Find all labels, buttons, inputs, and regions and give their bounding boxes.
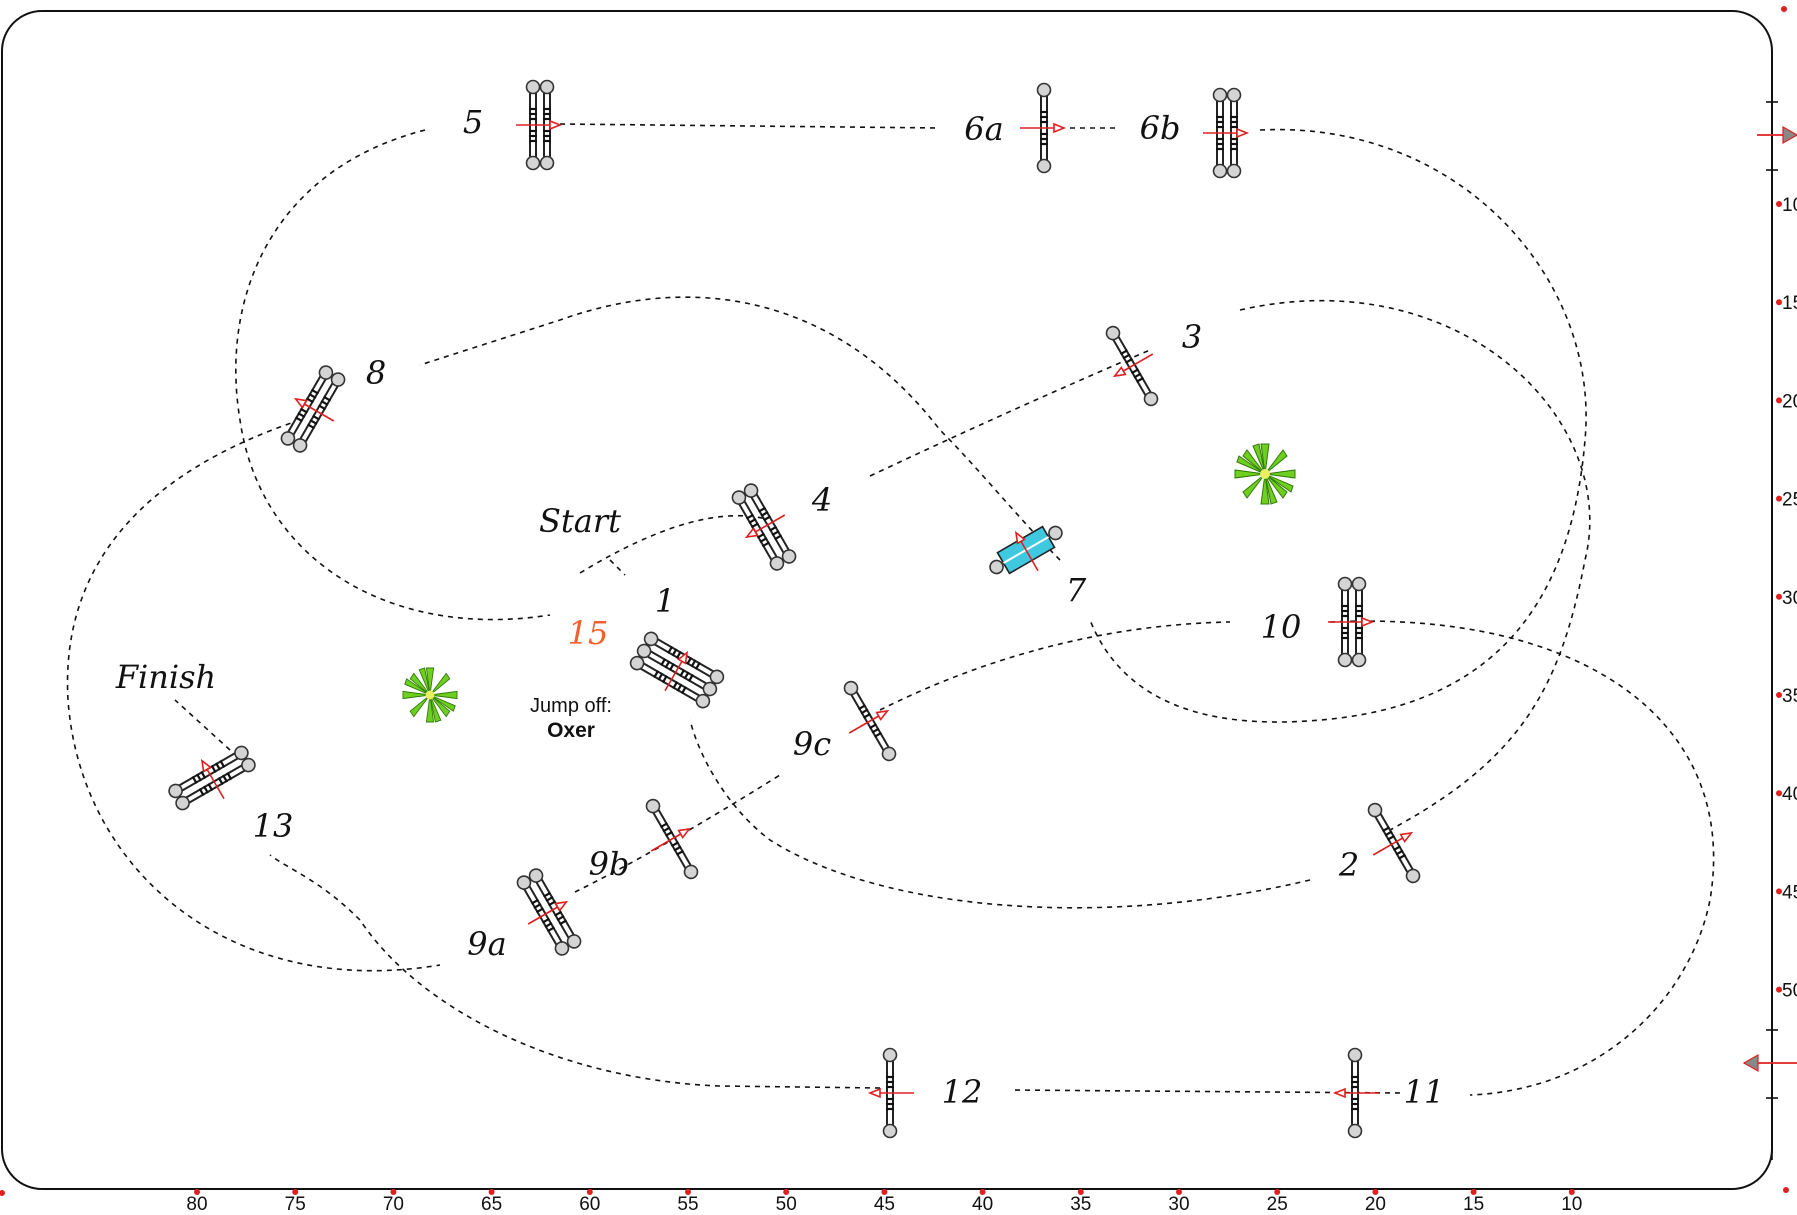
fence-2	[1351, 794, 1434, 893]
y-scale-label: 15	[1782, 293, 1797, 314]
fence-9c	[827, 672, 910, 771]
y-scale: 10 15 20 25 30 35 40 45 50	[1766, 88, 1797, 1160]
fence-label-2: 2	[1338, 846, 1359, 884]
fence-label-12: 12	[942, 1073, 983, 1111]
fence-label-11: 11	[1404, 1073, 1445, 1111]
y-scale-label: 25	[1782, 490, 1797, 511]
course-track	[66, 123, 1715, 1096]
x-scale-label: 75	[285, 1194, 306, 1215]
x-scale-dot	[292, 1189, 299, 1195]
fence-label-9c: 9c	[793, 725, 831, 763]
fence-label-7: 7	[1066, 571, 1087, 609]
fence-5	[516, 81, 560, 170]
y-scale-dot	[1776, 299, 1782, 306]
x-scale-label: 35	[1070, 1194, 1091, 1215]
plant-icon	[402, 667, 458, 723]
x-scale-dot	[1274, 1189, 1281, 1195]
x-scale-dot	[881, 1189, 888, 1195]
x-scale-dot	[194, 1189, 200, 1195]
fence-label-4: 4	[811, 481, 832, 519]
x-scale-label: 60	[579, 1194, 600, 1215]
x-scale-dot	[1176, 1189, 1182, 1195]
x-scale-dot	[488, 1189, 495, 1195]
y-scale-label: 10	[1782, 195, 1797, 216]
y-scale-dot	[1776, 495, 1782, 502]
fence-1	[626, 630, 725, 713]
fence-label-8: 8	[366, 354, 386, 392]
x-scale-label: 55	[677, 1194, 698, 1215]
x-scale-dot	[1077, 1189, 1084, 1195]
fence-6b	[1203, 89, 1247, 178]
y-scale-dot	[1776, 201, 1782, 207]
fence-3	[1092, 315, 1175, 414]
exit-gate-arrow	[1742, 1053, 1797, 1073]
x-scale-dot	[1568, 1189, 1575, 1195]
x-scale-label: 30	[1168, 1194, 1189, 1215]
y-scale-label: 30	[1782, 588, 1797, 609]
x-scale-label: 40	[972, 1194, 993, 1215]
y-scale-dot	[1776, 986, 1782, 993]
plant-icon	[1234, 443, 1296, 505]
fence-label-9a: 9a	[467, 925, 506, 963]
finish-label: Finish	[115, 658, 216, 696]
fence-8	[273, 360, 356, 459]
fence-12	[870, 1049, 914, 1138]
y-scale-label: 40	[1782, 784, 1797, 805]
x-scale-label: 80	[186, 1194, 207, 1215]
jump-off-label: Jump off:	[530, 695, 612, 717]
fence-label-6a: 6a	[964, 110, 1003, 148]
x-scale-dot	[1372, 1189, 1379, 1195]
fence-4	[724, 476, 807, 575]
x-scale-label: 20	[1365, 1194, 1386, 1215]
fence-label-3: 3	[1182, 318, 1202, 356]
fence-label-10: 10	[1261, 608, 1302, 646]
x-scale-label: 70	[383, 1194, 404, 1215]
x-scale-label: 15	[1463, 1194, 1484, 1215]
fence-13	[163, 738, 262, 821]
orange-number-label: 15	[568, 614, 609, 652]
fence-label-13: 13	[253, 807, 294, 845]
x-scale-label: 10	[1561, 1194, 1582, 1215]
fence-7	[981, 512, 1073, 591]
start-label: Start	[539, 502, 621, 540]
x-scale-label: 25	[1267, 1194, 1288, 1215]
fence-label-5: 5	[463, 103, 483, 141]
jump-off-fence-label: Oxer	[547, 719, 595, 742]
y-scale-label: 45	[1782, 882, 1797, 903]
y-scale-dot	[1776, 692, 1782, 698]
x-scale-dot	[685, 1189, 691, 1195]
x-scale-dot	[1470, 1189, 1477, 1195]
x-scale-dot	[979, 1189, 986, 1195]
y-scale-label: 50	[1782, 981, 1797, 1002]
fence-label-6b: 6b	[1140, 109, 1181, 147]
y-scale-dot	[1776, 593, 1782, 600]
fence-label-1: 1	[655, 582, 675, 620]
fence-6a	[1020, 84, 1064, 173]
entry-gate-arrow	[1757, 125, 1797, 145]
arena-boundary	[1, 10, 1773, 1190]
fence-9a	[506, 863, 589, 962]
fence-9b	[629, 790, 712, 889]
fence-11	[1335, 1049, 1379, 1138]
x-scale-dot	[783, 1189, 790, 1195]
x-scale-label: 45	[874, 1194, 895, 1215]
y-scale-label: 35	[1782, 686, 1797, 707]
x-scale: 80 75 70 65 60 55 50 45 40 35 30 25 20 15 10	[0, 1189, 1797, 1215]
x-scale-dot	[586, 1189, 593, 1195]
y-scale-dot	[1776, 790, 1782, 797]
fence-10	[1328, 578, 1372, 667]
y-scale-dot	[1776, 888, 1782, 895]
x-scale-label: 50	[776, 1194, 797, 1215]
x-scale-dot	[390, 1189, 397, 1195]
y-scale-label: 20	[1782, 391, 1797, 412]
y-scale-dot	[1776, 397, 1782, 404]
fence-label-9b: 9b	[589, 845, 630, 883]
x-scale-label: 65	[481, 1194, 502, 1215]
